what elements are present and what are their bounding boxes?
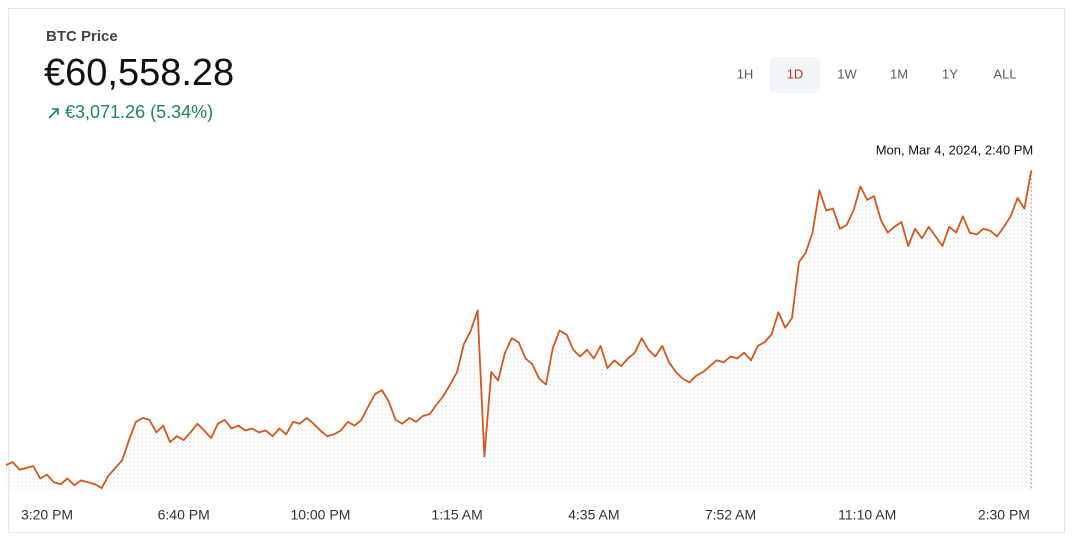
timeframe-label: 1D (787, 66, 804, 81)
current-price: €60,558.28 (44, 52, 234, 94)
hover-timestamp: Mon, Mar 4, 2024, 2:40 PM (876, 142, 1034, 157)
price-change: €3,071.26 (5.34%) (65, 102, 213, 122)
x-tick-label: 6:40 PM (158, 507, 210, 523)
timeframe-button[interactable]: 1D (770, 57, 820, 93)
plot-area: Mon, Mar 4, 2024, 2:40 PM 3:20 PM 6:40 PM 1… (5, 142, 1034, 523)
area-fill (6, 170, 1032, 491)
timeframe-label: 1M (890, 66, 908, 81)
timeframe-button[interactable]: 1H (737, 66, 754, 81)
timeframe-label: 1H (737, 66, 754, 81)
x-tick-label: 10:00 PM (290, 507, 350, 523)
timeframe-label: 1W (837, 66, 857, 81)
timeframe-button[interactable]: 1Y (942, 66, 958, 81)
timeframe-label: 1Y (942, 66, 958, 81)
timeframe-button[interactable]: 1M (890, 66, 908, 81)
x-tick-label: 3:20 PM (21, 507, 73, 523)
timeframe-label: ALL (993, 66, 1016, 81)
timeframe-selector: 1H 1D 1W 1M 1Y ALL (737, 57, 1017, 93)
x-tick-label: 1:15 AM (431, 507, 482, 523)
x-tick-label: 4:35 AM (568, 507, 619, 523)
price-line (5, 170, 1033, 489)
timeframe-button[interactable]: ALL (993, 66, 1016, 81)
x-tick-label: 7:52 AM (705, 507, 756, 523)
x-tick-label: 11:10 AM (838, 507, 896, 523)
asset-label: BTC Price (46, 28, 118, 45)
selected-background (770, 57, 820, 93)
x-tick-label: 2:30 PM (978, 507, 1030, 523)
timeframe-button[interactable]: 1W (837, 66, 857, 81)
up-arrow-icon (48, 108, 59, 119)
